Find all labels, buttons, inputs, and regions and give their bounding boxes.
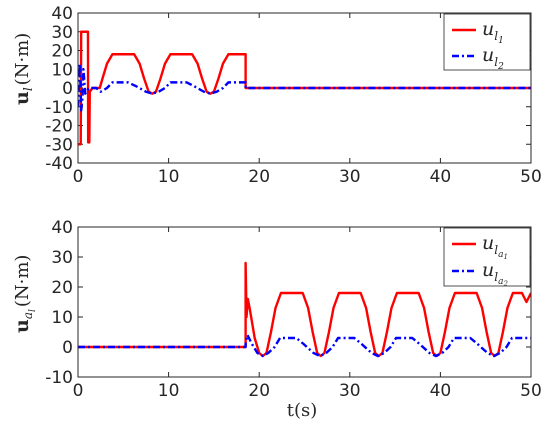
bottom-ylabel-text: ual(N·m) xyxy=(11,255,38,333)
top-legend-label-2: ul2 xyxy=(482,44,504,72)
bottom-ytick-label: 0 xyxy=(62,338,73,358)
top-ytick-label: 10 xyxy=(51,60,73,80)
top-legend-label-1: ul1 xyxy=(482,18,504,46)
top-xtick-label: 40 xyxy=(430,167,452,187)
top-ytick-label: 0 xyxy=(62,79,73,99)
bottom-xtick-label: 30 xyxy=(339,381,361,401)
top-ytick-label: 20 xyxy=(51,42,73,62)
top-ylabel-text: ul(N·m) xyxy=(11,33,35,105)
bottom-series-2-line xyxy=(78,333,531,358)
bottom-plot-frame xyxy=(77,226,532,378)
bottom-legend-label-1: ula1 xyxy=(482,232,508,261)
top-ylabel-sub: l xyxy=(21,87,35,91)
bottom-ytick-label: 30 xyxy=(51,248,73,268)
bottom-ytick-label: -10 xyxy=(45,368,73,388)
bottom-xtick-label: 20 xyxy=(248,381,270,401)
top-xtick-label: 30 xyxy=(339,167,361,187)
bottom-legend-label-2: ula2 xyxy=(482,259,508,288)
top-xtick-label: 0 xyxy=(73,167,84,187)
top-ytick-label: -10 xyxy=(45,98,73,118)
top-xtick-label: 10 xyxy=(158,167,180,187)
top-ytick-label: -40 xyxy=(45,154,73,174)
top-ytick-label: -20 xyxy=(45,117,73,137)
top-legend-box xyxy=(443,13,531,71)
top-ylabel-unit: (N·m) xyxy=(12,33,33,86)
bottom-x-axis-label: t(s) xyxy=(287,400,318,421)
top-ytick-label: 40 xyxy=(51,4,73,24)
top-ytick-label: -30 xyxy=(45,135,73,155)
bottom-xtick-label: 0 xyxy=(73,381,84,401)
top-y-axis-label: ul(N·m) xyxy=(11,33,35,105)
bottom-ylabel-subsub: l xyxy=(28,309,38,312)
bottom-ytick-label: 10 xyxy=(51,308,73,328)
top-ytick-label: 30 xyxy=(51,23,73,43)
top-series-lines xyxy=(78,30,531,146)
top-plot-frame xyxy=(77,12,532,164)
bottom-series-lines xyxy=(78,261,531,358)
bottom-ylabel-symbol: u xyxy=(11,319,33,333)
top-ylabel-symbol: u xyxy=(11,91,33,105)
bottom-ytick-label: 40 xyxy=(51,218,73,238)
bottom-ytick-label: 20 xyxy=(51,278,73,298)
top-legend: ul1 ul2 xyxy=(443,13,531,72)
top-series-1-line xyxy=(78,30,531,146)
bottom-xtick-label: 50 xyxy=(520,381,542,401)
bottom-ylabel-sub: a xyxy=(21,312,35,319)
bottom-xtick-label: 40 xyxy=(430,381,452,401)
bottom-y-axis-label: ual(N·m) xyxy=(11,255,38,333)
bottom-ylabel-unit: (N·m) xyxy=(12,255,33,308)
top-xtick-label: 20 xyxy=(248,167,270,187)
top-xtick-label: 50 xyxy=(520,167,542,187)
bottom-legend-box xyxy=(443,227,531,287)
bottom-legend: ula1 ula2 xyxy=(443,227,531,288)
bottom-xtick-label: 10 xyxy=(158,381,180,401)
